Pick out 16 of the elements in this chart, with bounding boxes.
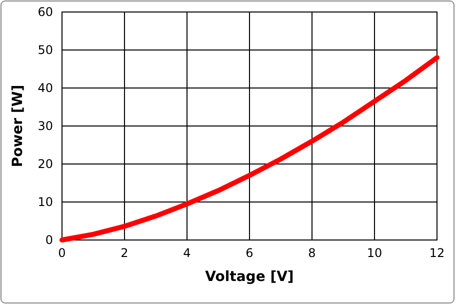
y-tick-label: 30 bbox=[38, 119, 53, 133]
x-tick-label: 10 bbox=[366, 246, 382, 260]
x-tick-label: 0 bbox=[58, 246, 66, 260]
y-tick-label: 60 bbox=[38, 5, 53, 19]
y-tick-label: 10 bbox=[38, 195, 53, 209]
x-tick-label: 2 bbox=[120, 246, 128, 260]
x-tick-label: 6 bbox=[246, 246, 254, 260]
y-axis-title: Power [W] bbox=[10, 84, 26, 168]
x-tick-label: 12 bbox=[429, 246, 445, 260]
x-tick-label: 8 bbox=[308, 246, 316, 260]
y-tick-label: 0 bbox=[45, 233, 53, 247]
y-tick-label: 20 bbox=[38, 157, 53, 171]
x-tick-label: 4 bbox=[183, 246, 191, 260]
x-axis-title: Voltage [V] bbox=[205, 269, 294, 285]
y-tick-label: 40 bbox=[38, 81, 53, 95]
y-tick-label: 50 bbox=[38, 43, 53, 57]
